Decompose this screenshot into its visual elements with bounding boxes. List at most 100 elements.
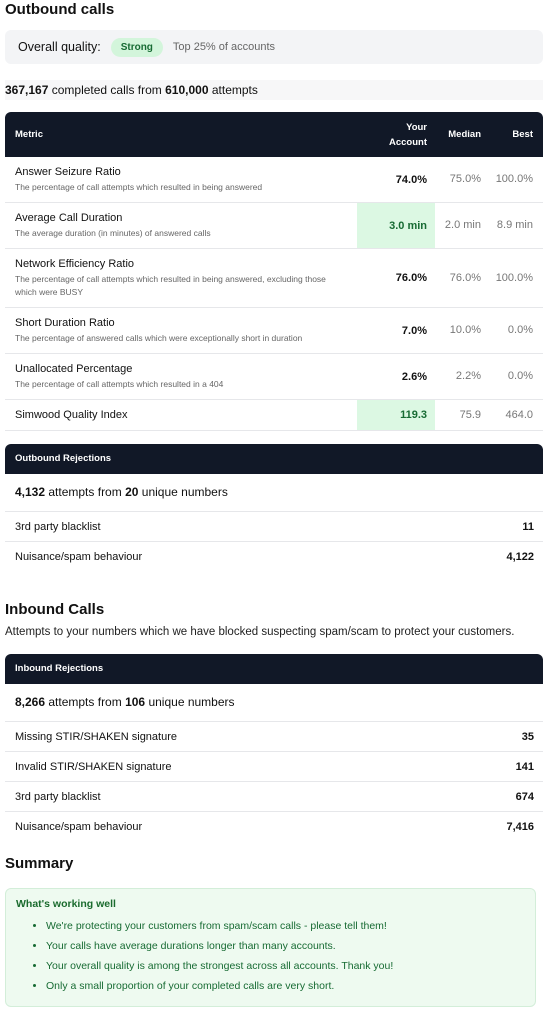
rejection-list: 3rd party blacklist 11 Nuisance/spam behav… <box>5 512 543 571</box>
metric-name: Answer Seizure Ratio <box>15 166 121 178</box>
column-header: Best <box>512 129 533 140</box>
attempt-count: 4,132 <box>15 485 46 499</box>
median-value: 75.9 <box>459 408 481 421</box>
metric-cell: Network Efficiency Ratio The percentage o… <box>5 249 357 307</box>
summary-item: Only a small proportion of your complete… <box>46 976 525 996</box>
best-value: 464.0 <box>505 408 533 421</box>
metric-description: The average duration (in minutes) of ans… <box>15 228 211 238</box>
rejection-row: 3rd party blacklist 674 <box>5 782 543 812</box>
rejection-value: 35 <box>521 730 534 743</box>
median-value: 76.0% <box>449 271 481 284</box>
metric-name: Unallocated Percentage <box>15 363 133 375</box>
metric-name: Short Duration Ratio <box>15 317 115 329</box>
totals-text: attempts <box>211 83 258 97</box>
metric-cell: Short Duration Ratio The percentage of an… <box>5 308 357 353</box>
metric-name: Network Efficiency Ratio <box>15 258 135 270</box>
median-value: 10.0% <box>449 324 481 336</box>
attempts-count: 610,000 <box>165 83 209 97</box>
number-count: 20 <box>125 485 139 499</box>
account-value: 119.3 <box>357 400 435 430</box>
rejection-label: 3rd party blacklist <box>15 790 101 803</box>
summary-item: Your calls have average durations longer… <box>46 936 525 956</box>
summary-text: attempts from <box>48 485 122 499</box>
rejection-label: Nuisance/spam behaviour <box>15 550 143 563</box>
rejection-row: Nuisance/spam behaviour 4,122 <box>5 542 543 571</box>
summary-box-title: What's working well <box>16 898 116 910</box>
metric-name: Average Call Duration <box>15 212 123 224</box>
rejection-label: Invalid STIR/SHAKEN signature <box>15 760 172 773</box>
table-header: Metric Your Account Median Best <box>5 112 543 157</box>
quality-badge: Strong <box>110 37 163 57</box>
metric-row: Unallocated Percentage The percentage of … <box>5 354 543 400</box>
rejections-header: Inbound Rejections <box>5 654 543 684</box>
section-title: Outbound calls <box>5 1 115 18</box>
metric-row: Network Efficiency Ratio The percentage o… <box>5 249 543 308</box>
section-title: Inbound Calls <box>5 601 105 618</box>
rejections-summary: 4,132 attempts from 20 unique numbers <box>5 474 543 512</box>
rejections-summary: 8,266 attempts from 106 unique numbers <box>5 684 543 722</box>
summary-text: unique numbers <box>141 485 228 499</box>
column-header: Metric <box>15 129 43 140</box>
rejection-value: 141 <box>515 760 534 773</box>
account-value: 3.0 min <box>357 203 435 248</box>
best-value: 0.0% <box>507 324 533 336</box>
quality-label: Overall quality: <box>18 40 101 54</box>
metric-row: Answer Seizure Ratio The percentage of ca… <box>5 157 543 203</box>
metric-name: Simwood Quality Index <box>15 409 128 421</box>
best-value: 100.0% <box>495 173 533 185</box>
rejection-value: 7,416 <box>506 820 534 833</box>
metric-row: Average Call Duration The average duratio… <box>5 203 543 249</box>
summary-text: attempts from <box>48 695 122 709</box>
account-value: 2.6% <box>401 370 427 383</box>
summary-text: unique numbers <box>148 695 235 709</box>
median-value: 75.0% <box>449 173 481 185</box>
rejection-label: 3rd party blacklist <box>15 520 101 533</box>
quality-note: Top 25% of accounts <box>172 41 276 53</box>
number-count: 106 <box>125 695 146 709</box>
totals-text: completed calls from <box>51 83 162 97</box>
rejection-row: Missing STIR/SHAKEN signature 35 <box>5 722 543 752</box>
metric-row: Short Duration Ratio The percentage of an… <box>5 308 543 354</box>
rejection-label: Missing STIR/SHAKEN signature <box>15 730 177 743</box>
rejection-row: Invalid STIR/SHAKEN signature 141 <box>5 752 543 782</box>
rejection-row: Nuisance/spam behaviour 7,416 <box>5 812 543 841</box>
metric-description: The percentage of answered calls which w… <box>15 333 303 343</box>
best-value: 100.0% <box>495 271 533 284</box>
rejection-row: 3rd party blacklist 11 <box>5 512 543 542</box>
summary-box: What's working well We're protecting your… <box>5 888 536 1007</box>
account-value: 76.0% <box>395 272 427 284</box>
attempt-count: 8,266 <box>15 695 46 709</box>
rejections-header: Outbound Rejections <box>5 444 543 474</box>
column-header: Median <box>448 129 481 140</box>
totals: 367,167 completed calls from 610,000 att… <box>5 80 543 100</box>
rejection-value: 11 <box>522 520 534 533</box>
rejection-list: Missing STIR/SHAKEN signature 35 Invalid S… <box>5 722 543 841</box>
summary-list: We're protecting your customers from spa… <box>16 916 525 996</box>
completed-count: 367,167 <box>5 83 49 97</box>
metric-description: The percentage of call attempts which re… <box>15 379 224 389</box>
account-value: 74.0% <box>395 173 427 186</box>
best-value: 0.0% <box>507 370 533 382</box>
column-header: Your Account <box>389 121 427 148</box>
metric-cell: Average Call Duration The average duratio… <box>5 203 357 248</box>
section-description: Attempts to your numbers which we have b… <box>5 626 515 638</box>
account-value: 7.0% <box>401 324 427 337</box>
metric-cell: Simwood Quality Index <box>5 400 357 430</box>
summary-item: We're protecting your customers from spa… <box>46 916 525 936</box>
metric-cell: Unallocated Percentage The percentage of … <box>5 354 357 399</box>
metric-row: Simwood Quality Index 119.3 75.9 464.0 <box>5 400 543 431</box>
best-value: 8.9 min <box>496 219 533 231</box>
quality-box: Overall quality: Strong Top 25% of account… <box>5 30 543 64</box>
metric-description: The percentage of call attempts which re… <box>15 274 326 297</box>
rejection-label: Nuisance/spam behaviour <box>15 820 143 833</box>
summary-item: Your overall quality is among the strong… <box>46 956 525 976</box>
section-title: Summary <box>5 855 74 872</box>
rejection-value: 674 <box>515 790 534 803</box>
metric-cell: Answer Seizure Ratio The percentage of ca… <box>5 157 357 202</box>
median-value: 2.2% <box>455 370 481 382</box>
metric-description: The percentage of call attempts which re… <box>15 182 263 192</box>
median-value: 2.0 min <box>444 219 481 231</box>
rejection-value: 4,122 <box>506 550 534 563</box>
